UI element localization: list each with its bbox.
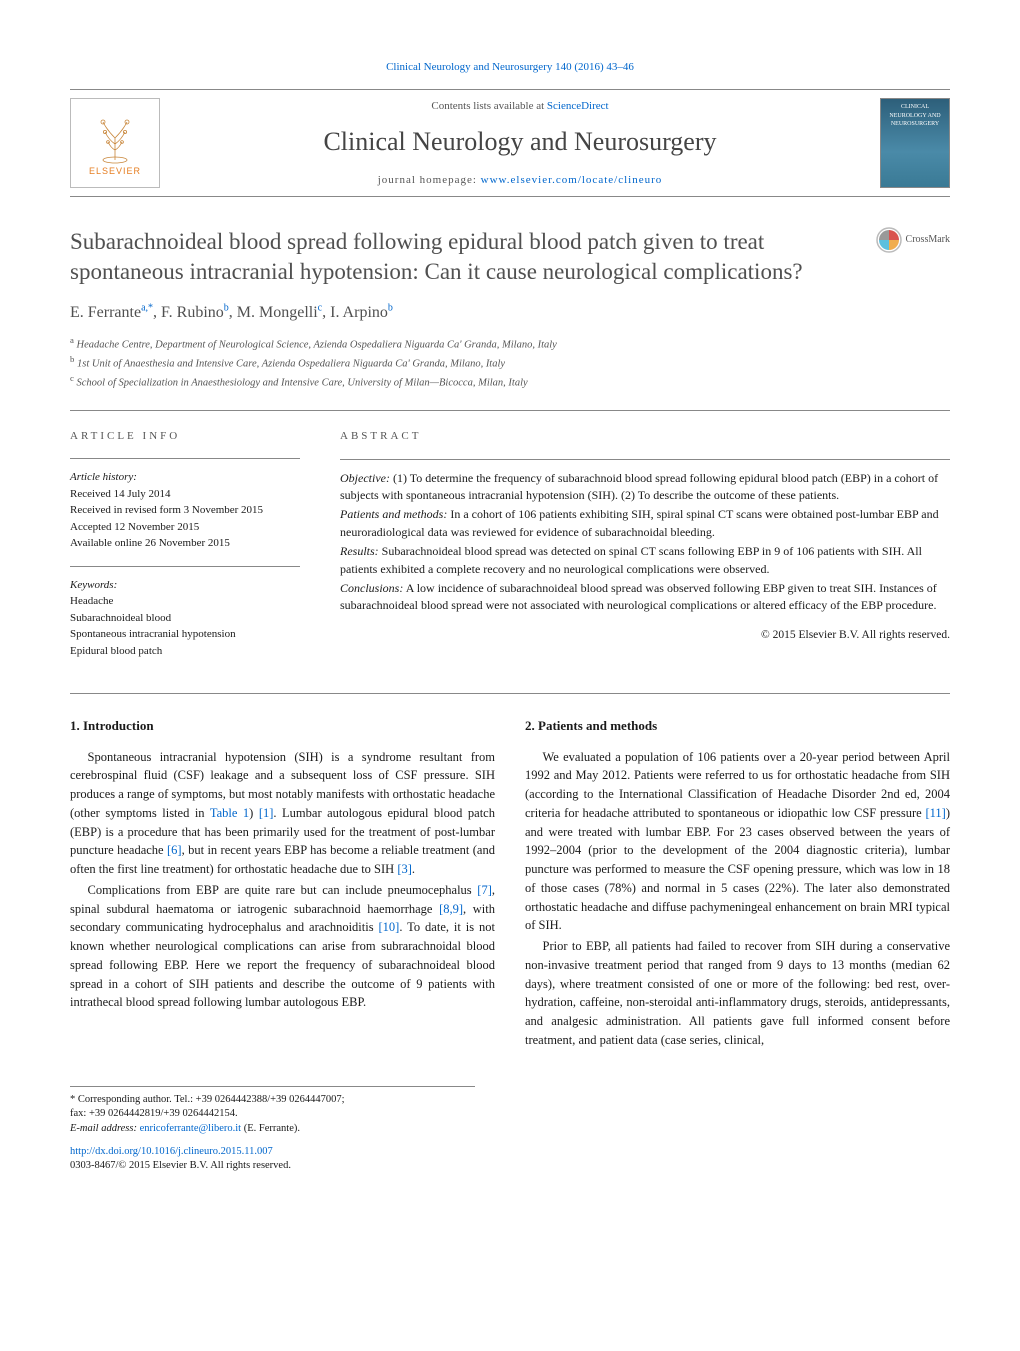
citation-link[interactable]: [7]: [477, 883, 492, 897]
footer-meta: http://dx.doi.org/10.1016/j.clineuro.201…: [70, 1145, 950, 1174]
section-heading-methods: 2. Patients and methods: [525, 716, 950, 736]
crossmark-icon: [876, 227, 902, 253]
citation-link[interactable]: [11]: [925, 806, 945, 820]
divider: [340, 459, 950, 460]
body-paragraph: Spontaneous intracranial hypotension (SI…: [70, 748, 495, 879]
affiliations: a Headache Centre, Department of Neurolo…: [70, 334, 950, 392]
journal-citation-header: Clinical Neurology and Neurosurgery 140 …: [70, 60, 950, 75]
history-online: Available online 26 November 2015: [70, 535, 300, 552]
abstract-objective: Objective: (1) To determine the frequenc…: [340, 470, 950, 505]
citation-link[interactable]: [8,9]: [439, 902, 463, 916]
keyword: Spontaneous intracranial hypotension: [70, 626, 300, 643]
body-paragraph: We evaluated a population of 106 patient…: [525, 748, 950, 936]
history-accepted: Accepted 12 November 2015: [70, 519, 300, 536]
author: M. Mongellic: [237, 304, 322, 321]
divider: [70, 566, 300, 567]
keyword: Headache: [70, 593, 300, 610]
footnotes: * Corresponding author. Tel.: +39 026444…: [70, 1086, 475, 1137]
abstract-methods: Patients and methods: In a cohort of 106…: [340, 506, 950, 541]
keyword: Epidural blood patch: [70, 643, 300, 660]
publisher-name: ELSEVIER: [89, 165, 141, 178]
journal-name: Clinical Neurology and Neurosurgery: [160, 124, 880, 160]
journal-homepage-line: journal homepage: www.elsevier.com/locat…: [160, 173, 880, 188]
abstract-copyright: © 2015 Elsevier B.V. All rights reserved…: [340, 627, 950, 644]
keywords-label: Keywords:: [70, 577, 300, 594]
body-paragraph: Complications from EBP are quite rare bu…: [70, 881, 495, 1012]
affiliation: b 1st Unit of Anaesthesia and Intensive …: [70, 353, 950, 372]
corresponding-email-line: E-mail address: enricoferrante@libero.it…: [70, 1122, 475, 1137]
history-revised: Received in revised form 3 November 2015: [70, 502, 300, 519]
abstract-results: Results: Subarachnoideal blood spread wa…: [340, 543, 950, 578]
masthead: ELSEVIER Contents lists available at Sci…: [70, 89, 950, 197]
doi-link[interactable]: http://dx.doi.org/10.1016/j.clineuro.201…: [70, 1146, 273, 1157]
article-info-heading: ARTICLE INFO: [70, 429, 300, 444]
crossmark-badge[interactable]: CrossMark: [876, 227, 950, 253]
citation-link[interactable]: [3]: [397, 862, 412, 876]
author: F. Rubinob: [161, 304, 229, 321]
author: I. Arpinob: [330, 304, 393, 321]
abstract-conclusions: Conclusions: A low incidence of subarach…: [340, 580, 950, 615]
author: E. Ferrantea,*: [70, 304, 153, 321]
contents-available-line: Contents lists available at ScienceDirec…: [160, 99, 880, 114]
citation-link[interactable]: [6]: [167, 843, 182, 857]
affiliation: a Headache Centre, Department of Neurolo…: [70, 334, 950, 353]
divider: [70, 693, 950, 694]
journal-citation-link[interactable]: Clinical Neurology and Neurosurgery 140 …: [386, 61, 634, 73]
email-link[interactable]: enricoferrante@libero.it: [140, 1123, 242, 1134]
table-ref-link[interactable]: Table 1: [210, 806, 249, 820]
sciencedirect-link[interactable]: ScienceDirect: [547, 100, 609, 112]
issn-copyright: 0303-8467/© 2015 Elsevier B.V. All right…: [70, 1159, 950, 1174]
body-paragraph: Prior to EBP, all patients had failed to…: [525, 937, 950, 1050]
article-body: 1. Introduction Spontaneous intracranial…: [70, 716, 950, 1050]
elsevier-tree-icon: [85, 110, 145, 165]
affiliation: c School of Specialization in Anaesthesi…: [70, 372, 950, 391]
history-received: Received 14 July 2014: [70, 486, 300, 503]
crossmark-label: CrossMark: [906, 233, 950, 247]
keyword: Subarachnoideal blood: [70, 610, 300, 627]
section-heading-intro: 1. Introduction: [70, 716, 495, 736]
divider: [70, 458, 300, 459]
corresponding-author: * Corresponding author. Tel.: +39 026444…: [70, 1093, 475, 1108]
cover-text: CLINICAL NEUROLOGY AND NEUROSURGERY: [885, 103, 945, 128]
publisher-logo[interactable]: ELSEVIER: [70, 98, 160, 188]
abstract-heading: ABSTRACT: [340, 429, 950, 445]
author-list: E. Ferrantea,*, F. Rubinob, M. Mongellic…: [70, 301, 950, 324]
journal-cover-thumbnail[interactable]: CLINICAL NEUROLOGY AND NEUROSURGERY: [880, 98, 950, 188]
corresponding-fax: fax: +39 0264442819/+39 0264442154.: [70, 1107, 475, 1122]
history-label: Article history:: [70, 469, 300, 486]
journal-homepage-link[interactable]: www.elsevier.com/locate/clineuro: [481, 174, 663, 186]
citation-link[interactable]: [1]: [259, 806, 274, 820]
citation-link[interactable]: [10]: [379, 920, 400, 934]
article-title: Subarachnoideal blood spread following e…: [70, 227, 864, 287]
